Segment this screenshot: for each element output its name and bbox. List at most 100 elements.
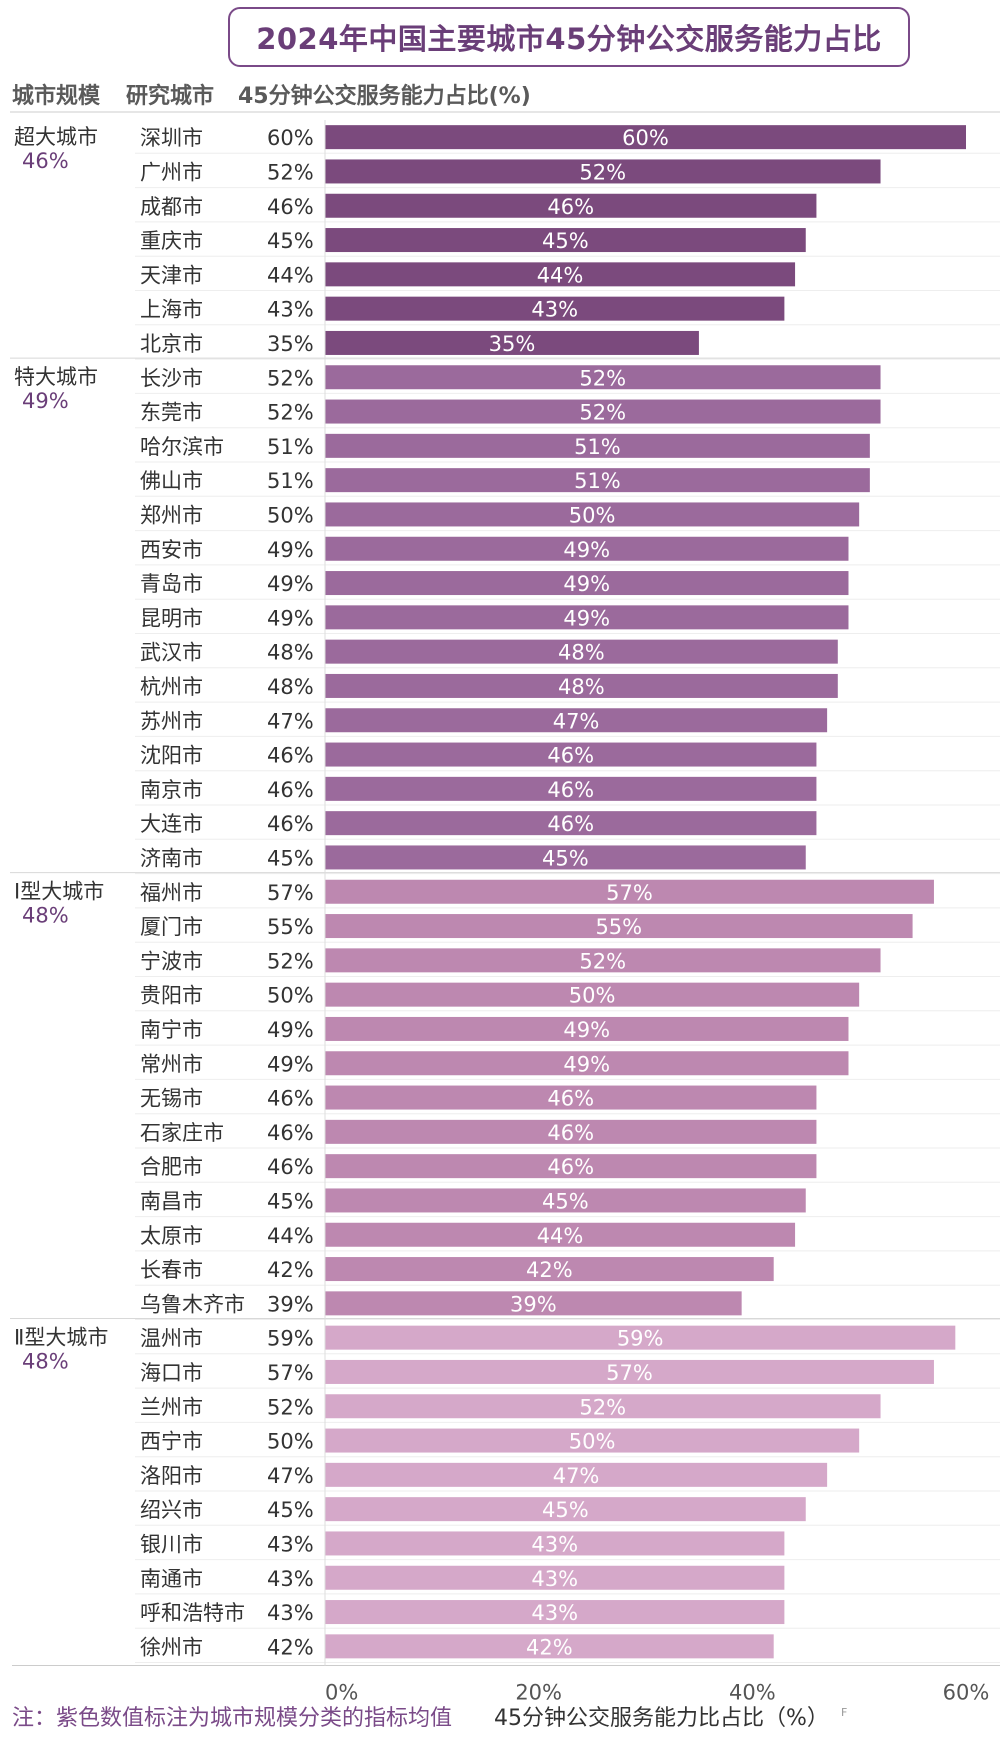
bar-data-label: 46% [547, 1087, 594, 1111]
value-label: 46% [267, 778, 314, 802]
city-label: 太原市 [140, 1224, 203, 1248]
bar-data-label: 42% [526, 1258, 573, 1282]
bar-data-label: 59% [617, 1327, 664, 1351]
bar-data-label: 52% [579, 1395, 626, 1419]
chart-title-box: 2024年中国主要城市45分钟公交服务能力占比 [228, 7, 910, 67]
city-label: 绍兴市 [140, 1498, 203, 1522]
bar-data-label: 48% [558, 641, 605, 665]
bar [325, 879, 934, 904]
bar [325, 125, 966, 150]
value-label: 57% [267, 1361, 314, 1385]
bar [325, 1394, 881, 1419]
value-label: 52% [267, 366, 314, 390]
city-label: 石家庄市 [140, 1121, 224, 1145]
bar-data-label: 35% [489, 332, 536, 356]
value-label: 44% [267, 263, 314, 287]
city-label: 银川市 [140, 1532, 203, 1556]
bar [325, 1051, 849, 1076]
value-label: 45% [267, 846, 314, 870]
group-mean: 46% [22, 149, 69, 173]
bar-data-label: 49% [563, 572, 610, 596]
value-label: 49% [267, 606, 314, 630]
bar [325, 502, 860, 527]
value-label: 39% [267, 1292, 314, 1316]
bar-data-label: 45% [542, 1498, 589, 1522]
value-label: 43% [267, 1567, 314, 1591]
bar [325, 399, 881, 424]
bar-data-label: 46% [547, 1121, 594, 1145]
bar-data-label: 50% [569, 984, 616, 1008]
city-label: 呼和浩特市 [140, 1601, 245, 1625]
bar [325, 1119, 817, 1144]
value-label: 52% [267, 160, 314, 184]
city-label: 重庆市 [140, 229, 203, 253]
bar-data-label: 50% [569, 1430, 616, 1454]
city-label: 合肥市 [140, 1155, 203, 1179]
bar [325, 982, 860, 1007]
bar [325, 948, 881, 973]
value-label: 46% [267, 1121, 314, 1145]
value-label: 52% [267, 1395, 314, 1419]
bar-data-label: 44% [537, 1224, 584, 1248]
footnote: 注：紫色数值标注为城市规模分类的指标均值 [12, 1706, 453, 1731]
city-label: 昆明市 [140, 606, 203, 630]
city-label: 温州市 [140, 1327, 203, 1351]
bar-data-label: 57% [606, 1361, 653, 1385]
bar [325, 914, 913, 939]
bar [325, 1428, 860, 1453]
bar-data-label: 43% [531, 1532, 578, 1556]
value-label: 49% [267, 572, 314, 596]
city-label: 徐州市 [140, 1635, 203, 1659]
bar [325, 1291, 742, 1316]
bar-data-label: 49% [563, 1052, 610, 1076]
bar [325, 1600, 785, 1625]
value-label: 48% [267, 641, 314, 665]
bar [325, 742, 817, 767]
city-label: 长春市 [140, 1258, 203, 1282]
bar [325, 673, 838, 698]
bar [325, 776, 817, 801]
city-label: 南通市 [140, 1567, 203, 1591]
city-label: 上海市 [140, 298, 203, 322]
x-tick-label: 0% [325, 1681, 358, 1705]
value-label: 50% [267, 984, 314, 1008]
city-label: 北京市 [140, 332, 203, 356]
bar [325, 1085, 817, 1110]
bar [325, 228, 806, 253]
value-label: 51% [267, 435, 314, 459]
city-label: 大连市 [140, 812, 203, 836]
bar-data-label: 43% [531, 1601, 578, 1625]
header-tier: 城市规模 [12, 84, 101, 109]
value-label: 35% [267, 332, 314, 356]
city-label: 南宁市 [140, 1018, 203, 1042]
value-label: 45% [267, 1498, 314, 1522]
bar-data-label: 51% [574, 435, 621, 459]
group-mean: 48% [22, 1350, 69, 1374]
bar-data-label: 46% [547, 812, 594, 836]
city-label: 厦门市 [140, 915, 203, 939]
bar [325, 1154, 817, 1179]
chart-title: 2024年中国主要城市45分钟公交服务能力占比 [256, 22, 882, 56]
bar-data-label: 57% [606, 881, 653, 905]
value-label: 50% [267, 1430, 314, 1454]
city-label: 哈尔滨市 [140, 435, 224, 459]
bar-data-label: 49% [563, 538, 610, 562]
city-label: 济南市 [140, 846, 203, 870]
city-label: 青岛市 [140, 572, 203, 596]
corner-mark: F [841, 1706, 848, 1719]
bar-data-label: 47% [553, 1464, 600, 1488]
city-label: 贵阳市 [140, 984, 203, 1008]
group-mean: 48% [22, 904, 69, 928]
city-label: 乌鲁木齐市 [140, 1292, 245, 1316]
bar-data-label: 39% [510, 1292, 557, 1316]
x-axis-title: 45分钟公交服务能力比占比（%） [494, 1706, 829, 1731]
value-label: 42% [267, 1258, 314, 1282]
value-label: 46% [267, 812, 314, 836]
bar [325, 639, 838, 664]
bar [325, 811, 817, 836]
group-mean: 49% [22, 389, 69, 413]
bar [325, 1497, 806, 1522]
value-label: 46% [267, 195, 314, 219]
header-value: 45分钟公交服务能力占比(%) [238, 84, 531, 109]
